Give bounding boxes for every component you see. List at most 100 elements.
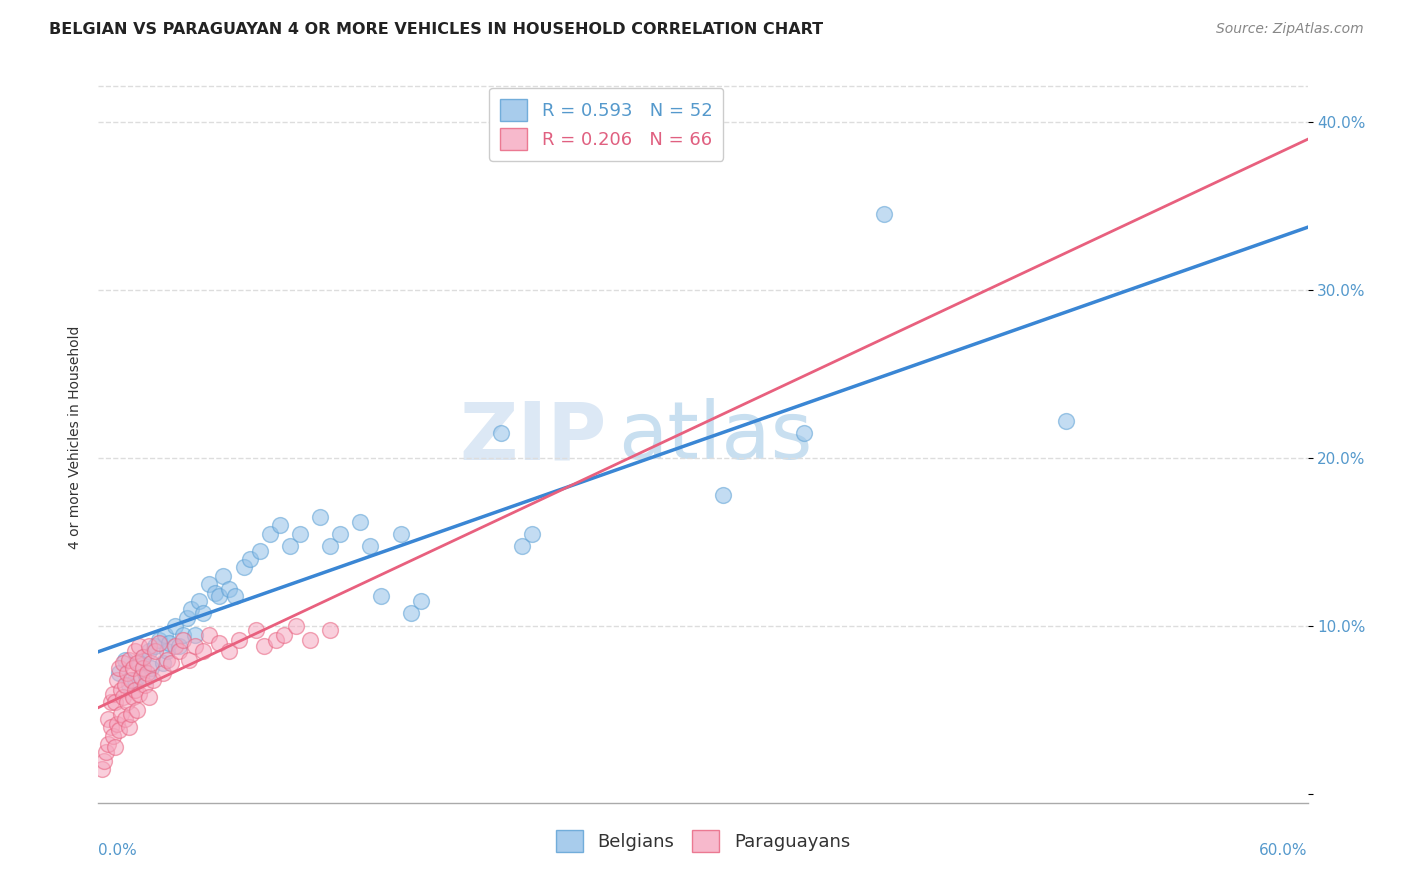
Point xyxy=(184,627,207,641)
Point xyxy=(125,657,148,671)
Point xyxy=(491,425,513,440)
Point xyxy=(510,539,533,553)
Point xyxy=(139,657,162,671)
Point xyxy=(107,661,129,675)
Point xyxy=(121,661,143,675)
Point xyxy=(208,636,231,650)
Point xyxy=(157,636,180,650)
Point xyxy=(284,619,307,633)
Text: ZIP: ZIP xyxy=(458,398,606,476)
Point xyxy=(218,644,240,658)
Point xyxy=(115,695,138,709)
Point xyxy=(128,640,150,654)
Point xyxy=(389,526,412,541)
Point xyxy=(198,627,221,641)
Point xyxy=(152,666,174,681)
Point xyxy=(212,569,235,583)
Point xyxy=(120,706,142,721)
Point xyxy=(107,723,129,738)
Point xyxy=(228,632,250,647)
Point xyxy=(172,632,194,647)
Point xyxy=(138,644,160,658)
Point xyxy=(97,712,120,726)
Point xyxy=(124,683,146,698)
Point xyxy=(269,518,291,533)
Point xyxy=(105,716,128,731)
Point xyxy=(245,623,267,637)
Legend: Belgians, Paraguayans: Belgians, Paraguayans xyxy=(548,823,858,860)
Point xyxy=(198,577,221,591)
Point xyxy=(288,526,311,541)
Point xyxy=(160,657,183,671)
Point xyxy=(193,644,215,658)
Point xyxy=(329,526,352,541)
Point xyxy=(224,589,246,603)
Point xyxy=(138,640,160,654)
Point xyxy=(111,690,134,704)
Point xyxy=(118,653,141,667)
Point xyxy=(319,539,342,553)
Point xyxy=(96,745,118,759)
Point xyxy=(152,657,174,671)
Point xyxy=(129,670,152,684)
Point xyxy=(135,666,157,681)
Point xyxy=(208,589,231,603)
Point xyxy=(793,425,815,440)
Point xyxy=(360,539,382,553)
Point xyxy=(118,720,141,734)
Point xyxy=(167,644,190,658)
Point xyxy=(143,640,166,654)
Point xyxy=(264,632,287,647)
Point xyxy=(134,678,156,692)
Text: BELGIAN VS PARAGUAYAN 4 OR MORE VEHICLES IN HOUSEHOLD CORRELATION CHART: BELGIAN VS PARAGUAYAN 4 OR MORE VEHICLES… xyxy=(49,22,824,37)
Text: 60.0%: 60.0% xyxy=(1260,843,1308,858)
Point xyxy=(180,602,202,616)
Text: 0.0%: 0.0% xyxy=(98,843,138,858)
Point xyxy=(253,640,276,654)
Point xyxy=(101,729,124,743)
Point xyxy=(156,653,179,667)
Point xyxy=(370,589,392,603)
Point xyxy=(319,623,342,637)
Point xyxy=(309,510,332,524)
Point xyxy=(118,678,141,692)
Point xyxy=(148,632,170,647)
Point xyxy=(299,632,322,647)
Point xyxy=(239,552,262,566)
Point xyxy=(111,657,134,671)
Point xyxy=(114,678,136,692)
Point xyxy=(520,526,543,541)
Point xyxy=(873,207,896,221)
Point xyxy=(103,740,125,755)
Point xyxy=(103,695,125,709)
Point xyxy=(128,686,150,700)
Point xyxy=(128,657,150,671)
Y-axis label: 4 or more Vehicles in Household: 4 or more Vehicles in Household xyxy=(67,326,82,549)
Point xyxy=(188,594,211,608)
Point xyxy=(273,627,295,641)
Point xyxy=(163,619,186,633)
Point xyxy=(110,683,132,698)
Point xyxy=(100,720,122,734)
Text: atlas: atlas xyxy=(619,398,813,476)
Point xyxy=(153,627,176,641)
Point xyxy=(204,585,226,599)
Point xyxy=(142,673,165,687)
Point xyxy=(259,526,281,541)
Point xyxy=(97,737,120,751)
Point xyxy=(132,649,155,664)
Point xyxy=(132,649,155,664)
Point xyxy=(143,644,166,658)
Point xyxy=(148,636,170,650)
Point xyxy=(172,627,194,641)
Point xyxy=(100,695,122,709)
Point xyxy=(218,582,240,597)
Point xyxy=(711,488,734,502)
Point xyxy=(278,539,301,553)
Point xyxy=(114,712,136,726)
Point xyxy=(91,762,114,776)
Point xyxy=(163,640,186,654)
Point xyxy=(101,686,124,700)
Point xyxy=(124,673,146,687)
Point xyxy=(193,606,215,620)
